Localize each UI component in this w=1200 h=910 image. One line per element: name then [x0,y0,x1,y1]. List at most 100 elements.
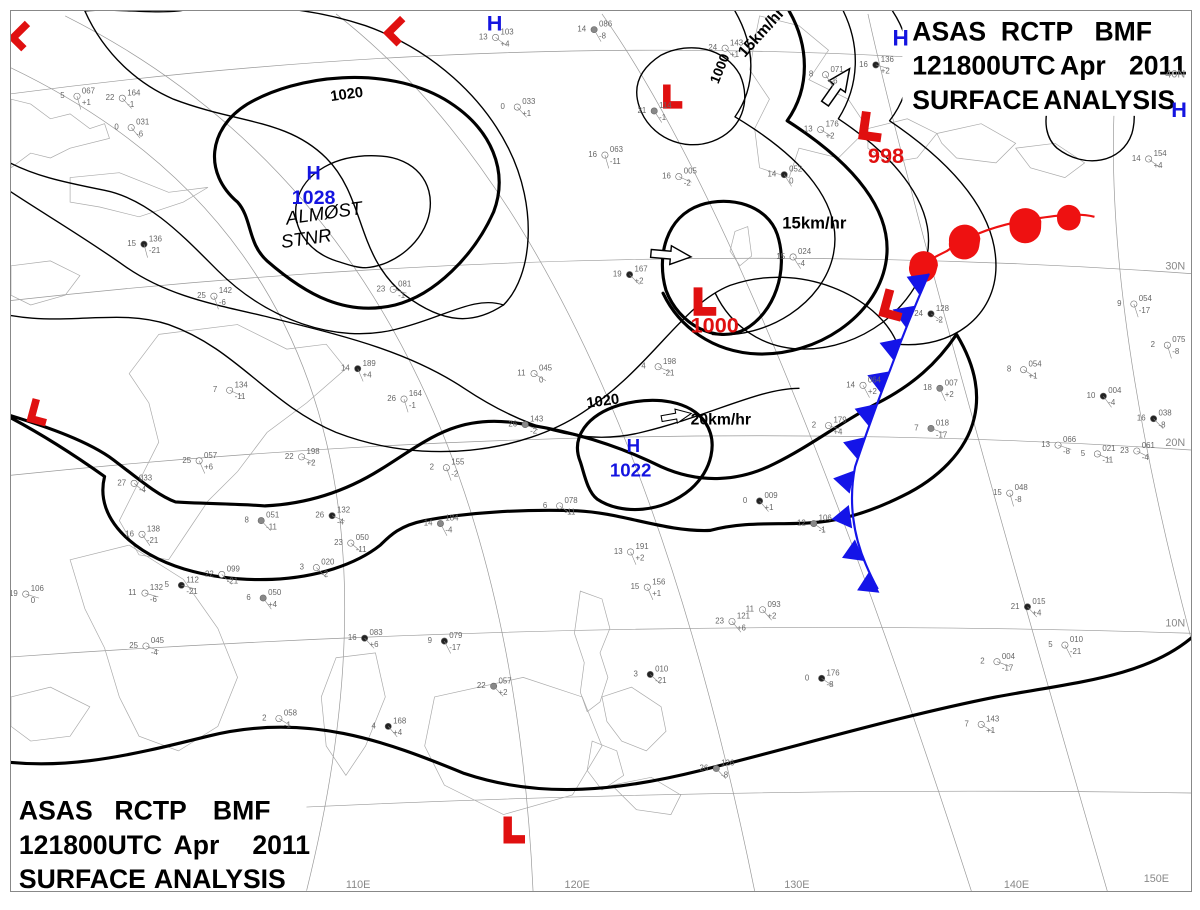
svg-text:24: 24 [708,43,717,52]
svg-text:005: 005 [684,167,698,176]
svg-text:024: 024 [798,247,812,256]
svg-text:16: 16 [859,60,868,69]
svg-text:19: 19 [613,270,622,279]
svg-text:057: 057 [204,451,217,460]
svg-text:14: 14 [424,518,433,527]
svg-text:+1: +1 [652,589,661,598]
svg-text:BMF: BMF [213,796,271,826]
svg-text:103: 103 [501,28,515,37]
svg-text:23: 23 [376,284,385,293]
svg-text:164: 164 [127,88,141,97]
svg-text:6: 6 [246,593,251,602]
svg-text:+1: +1 [522,109,531,118]
svg-text:21: 21 [637,106,646,115]
svg-text:BMF: BMF [1094,16,1152,46]
svg-text:0: 0 [501,102,506,111]
svg-text:1000: 1000 [707,51,733,85]
svg-text:21: 21 [1011,602,1020,611]
svg-text:-11: -11 [565,508,576,517]
svg-text:15: 15 [776,252,785,261]
svg-text:5: 5 [165,580,170,589]
svg-text:063: 063 [610,145,624,154]
svg-text:13: 13 [479,32,488,41]
svg-text:-11: -11 [1102,456,1113,465]
svg-text:010: 010 [655,665,669,674]
svg-text:26: 26 [699,763,708,772]
svg-text:15km/hr: 15km/hr [782,214,847,233]
svg-text:26: 26 [508,420,517,429]
svg-text:079: 079 [449,631,462,640]
svg-text:050: 050 [356,533,370,542]
svg-text:-2: -2 [451,469,458,478]
svg-text:176: 176 [826,120,840,129]
svg-text:007: 007 [945,378,958,387]
svg-text:-11: -11 [610,157,621,166]
svg-text:1000: 1000 [691,312,739,337]
svg-text:1022: 1022 [610,460,652,481]
svg-text:189: 189 [363,359,376,368]
svg-text:071: 071 [830,65,843,74]
svg-text:-2: -2 [684,178,691,187]
svg-text:+1: +1 [82,98,91,107]
svg-text:-11: -11 [266,522,277,531]
svg-text:198: 198 [306,447,320,456]
svg-text:+2: +2 [635,554,644,563]
svg-text:19: 19 [11,589,18,598]
svg-text:054: 054 [1028,360,1042,369]
svg-text:-2: -2 [530,426,537,435]
svg-text:018: 018 [936,419,950,428]
svg-text:+2: +2 [306,459,315,468]
svg-text:004: 004 [1002,652,1016,661]
svg-text:16: 16 [588,150,597,159]
svg-text:998: 998 [868,143,904,168]
svg-text:121: 121 [737,612,750,621]
svg-text:1020: 1020 [329,85,364,105]
svg-text:114: 114 [659,101,672,110]
svg-text:020: 020 [321,558,335,567]
svg-text:083: 083 [370,628,384,637]
svg-text:128: 128 [936,304,950,313]
svg-text:106: 106 [819,514,833,523]
svg-text:136: 136 [149,234,163,243]
svg-text:2: 2 [812,420,816,429]
svg-text:13: 13 [1041,440,1050,449]
svg-text:004: 004 [1108,386,1122,395]
svg-text:106: 106 [31,584,45,593]
svg-text:5: 5 [1048,640,1053,649]
svg-text:048: 048 [1015,483,1029,492]
svg-text:067: 067 [82,86,95,95]
svg-text:-4: -4 [445,525,453,534]
svg-text:021: 021 [1102,444,1115,453]
svg-text:6: 6 [543,501,548,510]
svg-text:ASAS: ASAS [19,796,93,826]
svg-text:10: 10 [1087,391,1096,400]
svg-text:0: 0 [31,596,36,605]
svg-text:130E: 130E [784,879,809,891]
svg-text:-8: -8 [1172,347,1180,356]
svg-text:7: 7 [213,385,217,394]
svg-text:054: 054 [1139,294,1153,303]
svg-text:H: H [1171,97,1187,122]
svg-text:14: 14 [846,380,855,389]
svg-text:179: 179 [833,416,846,425]
svg-text:2011: 2011 [252,830,310,860]
svg-text:4: 4 [372,721,377,730]
svg-text:1020: 1020 [586,391,621,411]
svg-text:010: 010 [1070,635,1084,644]
svg-text:-8: -8 [1015,495,1023,504]
svg-text:40N: 40N [1165,69,1185,81]
svg-text:22: 22 [477,681,486,690]
svg-text:7: 7 [964,719,968,728]
svg-text:+4: +4 [268,600,278,609]
svg-text:051: 051 [266,511,279,520]
svg-text:Apr: Apr [1060,51,1106,81]
svg-text:-17: -17 [936,430,947,439]
svg-text:+2: +2 [945,390,954,399]
svg-text:SURFACE: SURFACE [912,85,1039,115]
svg-text:184: 184 [445,514,459,523]
svg-text:H: H [893,25,909,50]
svg-text:155: 155 [451,458,465,467]
svg-text:SURFACE: SURFACE [19,864,146,891]
svg-text:-8: -8 [827,680,835,689]
svg-text:11: 11 [517,369,525,378]
